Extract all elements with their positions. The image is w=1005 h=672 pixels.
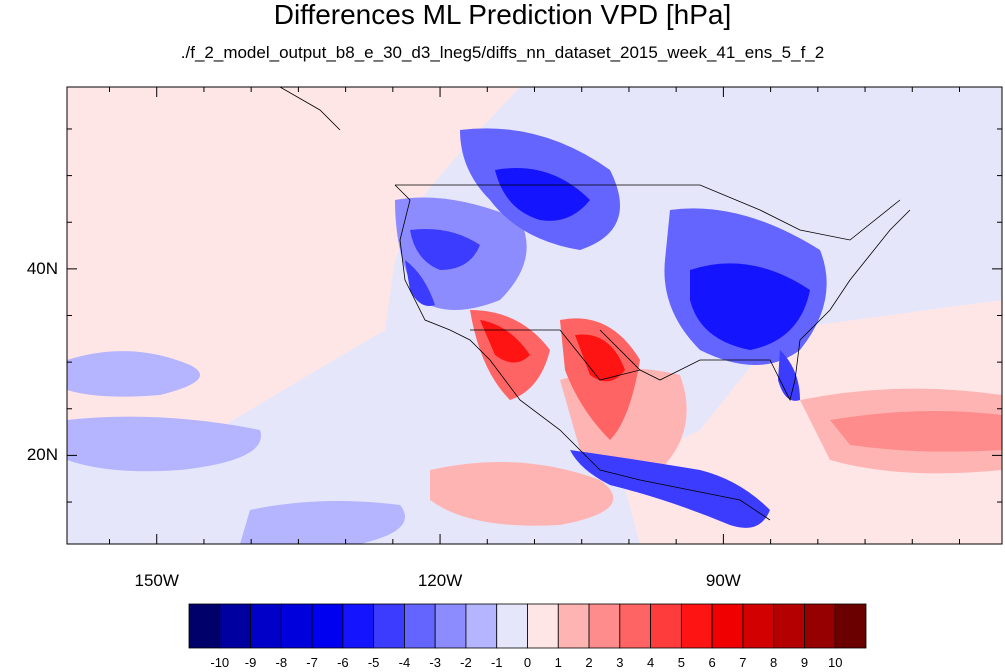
colorbar-cell xyxy=(588,603,621,649)
colorbar-cell xyxy=(373,603,405,649)
field-mexico-pacific-positive xyxy=(430,462,614,526)
colorbar-cell xyxy=(619,603,651,649)
colorbar-cell xyxy=(680,603,713,649)
colorbar-cell xyxy=(742,603,775,649)
colorbar-label: -9 xyxy=(244,655,257,670)
colorbar-label: 2 xyxy=(585,655,593,670)
colorbar-cell xyxy=(311,603,344,649)
lat-label: 20N xyxy=(26,445,58,465)
colorbar-label: 1 xyxy=(554,655,562,670)
field-pacific-negative xyxy=(67,351,200,397)
colorbar-label: -10 xyxy=(210,655,230,670)
colorbar-label: -8 xyxy=(275,655,288,670)
colorbar-cell xyxy=(250,603,282,649)
field-pacific-south-negative xyxy=(240,501,405,544)
map-subtitle: ./f_2_model_output_b8_e_30_d3_lneg5/diff… xyxy=(180,43,825,62)
colorbar-cell xyxy=(834,603,867,649)
colorbar-label: 6 xyxy=(708,655,716,670)
colorbar-label: 4 xyxy=(646,655,655,670)
colorbar-label: 5 xyxy=(677,655,685,670)
colorbar-label: -5 xyxy=(367,655,380,670)
colorbar-cell xyxy=(557,603,590,649)
colorbar-label: -3 xyxy=(429,655,441,670)
map-field xyxy=(67,87,1002,544)
us-canada-border xyxy=(395,184,901,241)
colorbar-label: -2 xyxy=(460,655,472,670)
gulf-atlantic-coastline xyxy=(599,209,911,402)
field-california-negative xyxy=(405,260,435,306)
colorbar-cell xyxy=(404,603,436,649)
field-atlantic-band-core xyxy=(830,411,1002,452)
colorbar-label: 8 xyxy=(770,655,778,670)
colorbar-label: 0 xyxy=(523,655,532,670)
lat-label: 40N xyxy=(26,258,58,278)
colorbar-label: 7 xyxy=(739,655,747,670)
colorbar-label: -6 xyxy=(337,655,349,670)
colorbar-label: -7 xyxy=(306,655,318,670)
colorbar-cell xyxy=(434,603,467,649)
colorbar-label: -4 xyxy=(398,655,411,670)
colorbar-label: 10 xyxy=(827,655,843,670)
coastlines xyxy=(279,87,911,521)
colorbar-label: 9 xyxy=(800,655,809,670)
field-pacific-positive xyxy=(67,87,520,440)
lon-label: 150W xyxy=(134,571,179,590)
lon-label: 90W xyxy=(705,571,741,590)
lon-label: 120W xyxy=(417,571,463,590)
colorbar-cell xyxy=(496,603,528,649)
field-hawaii-negative xyxy=(67,416,261,472)
us-mexico-border xyxy=(470,329,641,381)
field-plains-negative-core xyxy=(495,168,590,221)
field-florida-negative xyxy=(778,350,800,401)
colorbar-cell xyxy=(773,603,805,649)
colorbar-cell xyxy=(804,603,836,649)
colorbar-cell xyxy=(465,603,498,649)
field-southwest-positive-core xyxy=(480,320,530,363)
colorbar-cell xyxy=(342,603,375,649)
colorbar-cell xyxy=(650,603,682,649)
alaska-coastline xyxy=(279,87,341,131)
colorbar-cell xyxy=(219,603,251,649)
field-central-america-negative xyxy=(570,450,770,528)
colorbar-cell xyxy=(280,603,313,649)
colorbar-label: 3 xyxy=(616,655,624,670)
colorbar-cell xyxy=(188,603,221,649)
colorbar-cell xyxy=(711,603,744,649)
axis-ticks xyxy=(67,87,1002,544)
map-title: Differences ML Prediction VPD [hPa] xyxy=(273,0,732,30)
field-texas-positive-core xyxy=(575,334,625,382)
pacific-coastline xyxy=(394,184,771,521)
field-east-negative-core xyxy=(690,263,810,350)
colorbar-cell xyxy=(527,603,559,649)
colorbar-label: -1 xyxy=(490,655,503,670)
field-west-negative-core xyxy=(410,229,480,270)
